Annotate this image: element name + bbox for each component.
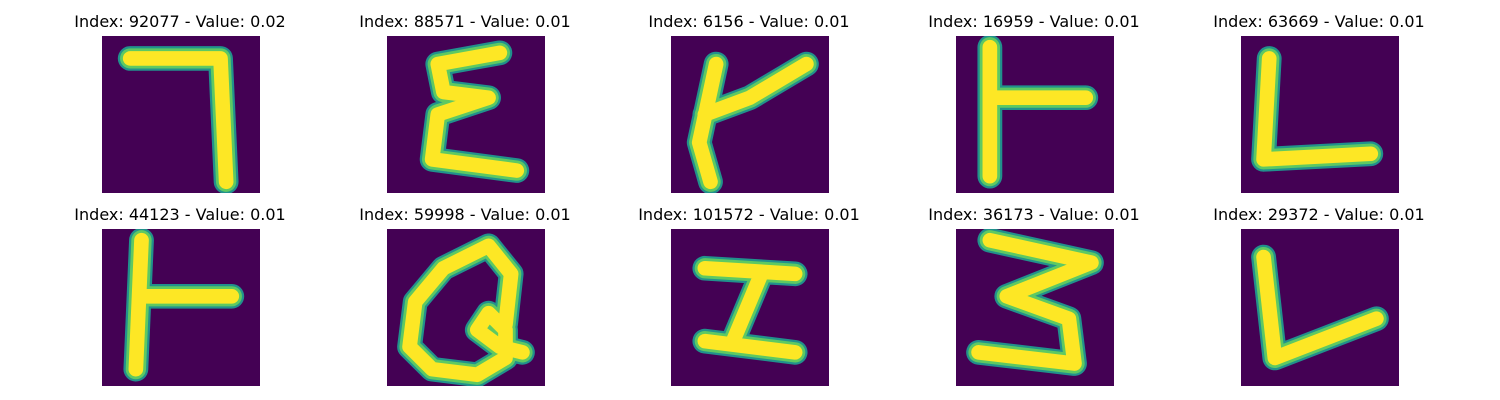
image-panel: Index: 29372 - Value: 0.01 <box>1176 204 1462 394</box>
image-panel: Index: 101572 - Value: 0.01 <box>606 204 892 394</box>
character-stroke <box>122 51 234 190</box>
character-image <box>102 36 260 193</box>
character-stroke <box>697 260 803 360</box>
character-image <box>956 229 1114 386</box>
character-stroke <box>982 39 1094 184</box>
panel-title: Index: 59998 - Value: 0.01 <box>359 205 571 224</box>
character-image <box>102 229 260 386</box>
image-panel: Index: 63669 - Value: 0.01 <box>1176 11 1462 201</box>
image-panel: Index: 36173 - Value: 0.01 <box>891 204 1177 394</box>
panel-title: Index: 36173 - Value: 0.01 <box>928 205 1140 224</box>
image-panel: Index: 88571 - Value: 0.01 <box>322 11 608 201</box>
panel-title: Index: 44123 - Value: 0.01 <box>74 205 286 224</box>
image-panel: Index: 16959 - Value: 0.01 <box>891 11 1177 201</box>
character-stroke <box>1256 249 1384 366</box>
character-image <box>387 36 545 193</box>
character-stroke <box>128 232 240 377</box>
character-image <box>387 229 545 386</box>
panel-title: Index: 16959 - Value: 0.01 <box>928 12 1140 31</box>
character-stroke <box>1256 51 1379 167</box>
image-panel: Index: 44123 - Value: 0.01 <box>37 204 323 394</box>
character-image <box>671 36 829 193</box>
image-panel: Index: 59998 - Value: 0.01 <box>322 204 608 394</box>
character-stroke <box>424 45 525 178</box>
panel-title: Index: 63669 - Value: 0.01 <box>1213 12 1425 31</box>
character-image <box>956 36 1114 193</box>
panel-title: Index: 6156 - Value: 0.01 <box>648 12 850 31</box>
character-image <box>1241 36 1399 193</box>
character-image <box>1241 229 1399 386</box>
panel-title: Index: 101572 - Value: 0.01 <box>638 205 860 224</box>
character-stroke <box>971 232 1099 371</box>
panel-title: Index: 29372 - Value: 0.01 <box>1213 205 1425 224</box>
character-image <box>671 229 829 386</box>
character-stroke <box>691 56 814 190</box>
image-panel: Index: 92077 - Value: 0.02 <box>37 11 323 201</box>
image-panel: Index: 6156 - Value: 0.01 <box>606 11 892 201</box>
panel-title: Index: 92077 - Value: 0.02 <box>74 12 286 31</box>
panel-title: Index: 88571 - Value: 0.01 <box>359 12 571 31</box>
character-stroke <box>402 238 530 383</box>
